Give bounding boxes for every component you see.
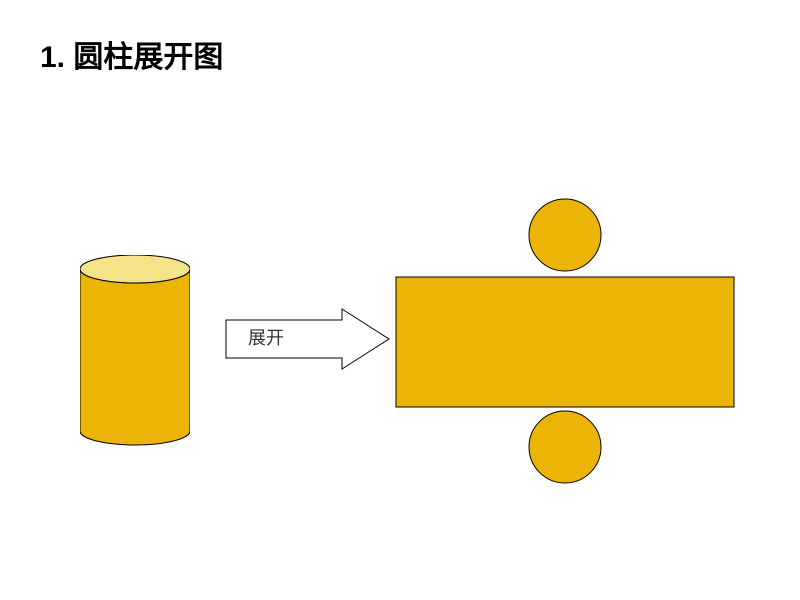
page-title: 1. 圆柱展开图 bbox=[40, 32, 223, 76]
cylinder-3d bbox=[80, 255, 190, 445]
net-rectangle bbox=[396, 277, 734, 407]
arrow-label: 展开 bbox=[248, 324, 284, 350]
net-circle-top bbox=[529, 199, 601, 271]
net-circle-bottom bbox=[529, 411, 601, 483]
cylinder-net bbox=[395, 195, 740, 495]
cylinder-svg bbox=[80, 255, 190, 465]
cylinder-top bbox=[80, 255, 190, 283]
net-svg bbox=[395, 195, 740, 490]
cylinder-body bbox=[80, 269, 190, 445]
